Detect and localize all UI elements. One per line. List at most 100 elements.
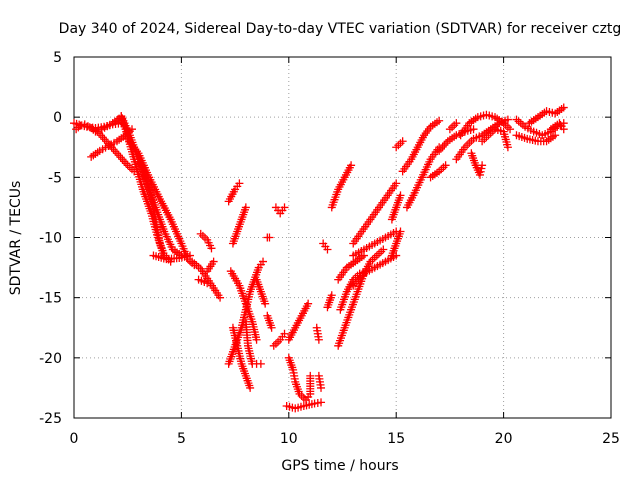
- data-point: [375, 249, 384, 258]
- data-point: [396, 139, 405, 148]
- data-point: [216, 293, 225, 302]
- series-track-43: [398, 116, 444, 176]
- data-point: [198, 231, 207, 240]
- data-point: [111, 147, 120, 156]
- data-points: [70, 103, 568, 413]
- x-tick-label: 0: [70, 431, 79, 447]
- data-point: [394, 141, 403, 150]
- series-track-23: [263, 233, 274, 242]
- series-track-55: [546, 119, 568, 134]
- y-tick-label: 0: [53, 110, 62, 126]
- data-point: [246, 383, 255, 392]
- data-point: [280, 329, 289, 338]
- data-point: [104, 139, 113, 148]
- data-point: [506, 125, 515, 134]
- y-axis-label: SDTVAR / TECUs: [8, 181, 24, 296]
- data-point: [435, 146, 444, 155]
- data-point: [121, 159, 130, 168]
- series-track-32: [319, 239, 332, 254]
- series-track-54: [525, 103, 568, 128]
- series-track-42: [392, 137, 407, 152]
- data-point: [349, 281, 358, 290]
- series-track-45: [426, 161, 450, 182]
- data-point: [358, 271, 367, 280]
- data-point: [347, 161, 356, 170]
- series-track-19: [241, 317, 257, 368]
- data-point: [392, 179, 401, 188]
- series-track-20: [252, 275, 270, 308]
- series-track-22: [263, 311, 276, 332]
- y-tick-label: 5: [53, 50, 62, 66]
- data-point: [356, 273, 365, 282]
- series-track-28: [282, 398, 326, 413]
- series-track-30: [314, 371, 326, 392]
- data-point: [120, 157, 129, 166]
- series-track-31: [323, 291, 336, 312]
- data-point: [437, 165, 446, 174]
- data-point: [252, 335, 261, 344]
- data-point: [440, 141, 449, 150]
- series-track-10: [188, 257, 225, 302]
- series-track-08: [136, 158, 169, 260]
- data-point: [503, 115, 512, 124]
- data-point: [304, 299, 313, 308]
- data-point: [351, 279, 360, 288]
- series-track-41: [387, 191, 405, 224]
- series-track-50: [467, 149, 487, 179]
- data-point: [105, 141, 114, 150]
- data-point: [488, 127, 497, 136]
- data-point: [107, 143, 116, 152]
- data-point: [269, 341, 278, 350]
- data-point: [102, 137, 111, 146]
- y-tick-label: -25: [39, 411, 62, 427]
- data-point: [559, 125, 568, 134]
- data-point: [96, 131, 105, 140]
- series-track-12: [196, 229, 216, 253]
- data-point: [100, 135, 109, 144]
- data-point: [372, 251, 381, 260]
- data-point: [469, 125, 478, 134]
- series-track-29: [312, 323, 323, 344]
- data-point: [396, 191, 405, 200]
- series-track-47: [445, 119, 461, 134]
- x-tick-label: 5: [177, 431, 186, 447]
- data-point: [377, 247, 386, 256]
- data-point: [314, 335, 323, 344]
- data-point: [323, 245, 332, 254]
- data-point: [452, 119, 461, 128]
- series-track-53: [512, 131, 560, 146]
- data-point: [448, 123, 457, 132]
- series-track-51: [478, 125, 512, 152]
- y-tick-label: -10: [39, 231, 62, 247]
- data-point: [98, 133, 107, 142]
- x-tick-label: 20: [495, 431, 513, 447]
- data-point: [436, 144, 445, 153]
- series-track-21: [252, 359, 265, 368]
- x-tick-label: 25: [602, 431, 620, 447]
- series-track-13: [203, 257, 218, 276]
- data-point: [109, 145, 118, 154]
- data-point: [551, 131, 560, 140]
- series-track-18: [228, 323, 255, 392]
- series-track-11: [194, 275, 212, 288]
- data-point: [379, 245, 388, 254]
- data-point: [559, 103, 568, 112]
- data-point: [256, 359, 265, 368]
- data-point: [274, 337, 283, 346]
- data-point: [435, 116, 444, 125]
- data-point: [265, 233, 274, 242]
- data-point: [280, 203, 289, 212]
- data-point: [209, 257, 218, 266]
- data-point: [450, 121, 459, 130]
- data-point: [482, 133, 491, 142]
- data-point: [203, 279, 212, 288]
- y-tick-label: -20: [39, 351, 62, 367]
- data-point: [271, 339, 280, 348]
- data-point: [194, 262, 203, 271]
- data-point: [392, 143, 401, 152]
- data-point: [306, 371, 315, 380]
- series-track-04: [91, 125, 139, 176]
- data-point: [123, 161, 132, 170]
- data-point: [354, 275, 363, 284]
- series-track-40: [387, 227, 405, 260]
